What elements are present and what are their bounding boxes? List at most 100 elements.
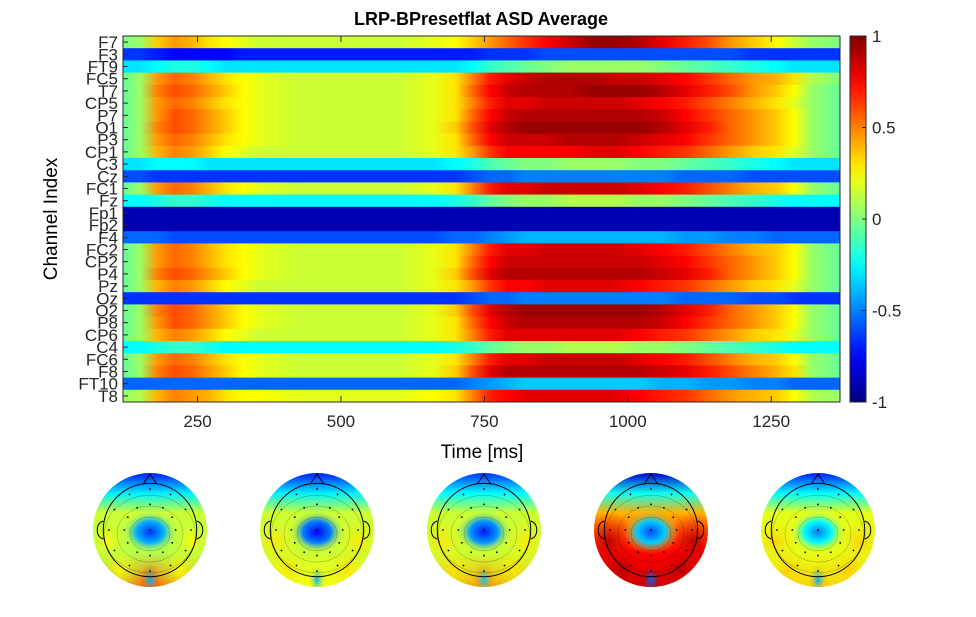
topo-electrode [495,506,498,509]
topo-electrode [447,549,450,552]
topo-electrode [817,503,819,506]
heatmap-row-p8 [123,316,840,330]
heatmap-row-cp6 [123,328,840,342]
topo-electrode [794,541,797,544]
topo-electrode [614,508,617,511]
topo-electrode [316,570,318,572]
topo-electrode [169,564,172,567]
heatmap-row-c4 [123,341,840,354]
topo-electrode [817,554,819,557]
topo-5 [761,473,875,587]
topo-electrode [351,549,354,552]
topo-electrode [650,554,652,557]
topo-electrode [462,493,465,496]
topo-electrode [171,516,174,519]
chart-title: LRP-BPresetflat ASD Average [354,9,608,29]
topo-electrode [483,503,485,506]
topo-ear-right [697,520,705,540]
heatmap-row-pz [123,280,840,293]
topo-electrode [837,493,840,496]
topo-electrode [483,554,485,557]
topo-electrode [174,529,177,531]
topo-electrode [113,508,116,511]
topo-electrode [796,493,799,496]
topo-contour [797,516,839,552]
y-tick-label: P4 [97,265,118,284]
topo-ear-left [263,520,271,540]
topo-ear-right [530,520,538,540]
topo-electrode [839,541,842,544]
topo-center-region [623,510,679,554]
y-axis: F7F3FT9FC5T7CP5P7O1P3CP1C3CzFC1FzFp1Fp2F… [78,33,128,406]
topo-electrode [675,529,678,531]
topo-contour [463,516,505,552]
y-tick-label: CP2 [85,253,118,272]
x-tick-label: 500 [327,412,355,431]
topo-contour [438,494,530,574]
y-tick-label: Cz [97,167,118,186]
topo-electrode [328,506,331,509]
topo-electrode [338,541,341,544]
heatmap-row-cp1 [123,145,840,159]
topo-electrode [483,488,485,490]
topo-head-outline [102,482,198,578]
heatmap-row-p3 [123,133,840,147]
x-tick-label: 250 [183,412,211,431]
topo-head-outline [269,482,365,578]
topo-electrode [794,516,797,519]
heatmap-row-fc1 [123,182,840,196]
heatmap-row-o2 [123,304,840,318]
x-tick-label: 1250 [752,412,790,431]
topo-ear-right [196,520,204,540]
topo-electrode [817,488,819,490]
y-tick-label: FC2 [86,241,118,260]
topo-electrode [637,551,640,554]
y-tick-label: F8 [98,363,118,382]
topo-electrode [796,564,799,567]
y-tick-label: FC5 [86,70,118,89]
topo-electrode [503,564,506,567]
topo-electrode [280,549,283,552]
topo-electrode [128,564,131,567]
topo-electrode [316,488,318,490]
topo-electrode [457,529,460,531]
topo-electrode [852,549,855,552]
topo-electrode [483,570,485,572]
topo-electrode [650,503,652,506]
topo-electrode [829,551,832,554]
topo-electrode [328,551,331,554]
topo-electrode [136,551,139,554]
topo-electrode [518,549,521,552]
topo-electrode [295,564,298,567]
topo-ear-left [597,520,605,540]
topo-electrode [113,549,116,552]
topo-electrode [614,549,617,552]
topo-electrode [316,554,318,557]
y-tick-label: F7 [98,33,118,52]
topo-electrode [190,529,192,531]
topo-electrode [804,506,807,509]
topo-electrode [470,551,473,554]
y-tick-label: F3 [98,45,118,64]
topo-electrode [842,529,845,531]
y-tick-label: CP5 [85,94,118,113]
topo-electrode [791,529,794,531]
topo-contour [772,494,864,574]
topo-electrode [672,516,675,519]
topo-4 [594,473,708,587]
topo-3 [427,473,541,587]
heatmap-row-t7 [123,84,840,98]
topo-ear-left [764,520,772,540]
topo-electrode [852,508,855,511]
topo-electrode [126,516,129,519]
y-tick-label: CP1 [85,143,118,162]
y-tick-label: Fz [99,192,118,211]
topo-electrode [524,529,526,531]
topo-nose [643,473,659,485]
topo-electrode [290,529,293,531]
heatmap-row-ft9 [123,60,840,74]
topo-electrode [171,541,174,544]
topo-electrode [662,551,665,554]
topo-electrode [149,488,151,490]
